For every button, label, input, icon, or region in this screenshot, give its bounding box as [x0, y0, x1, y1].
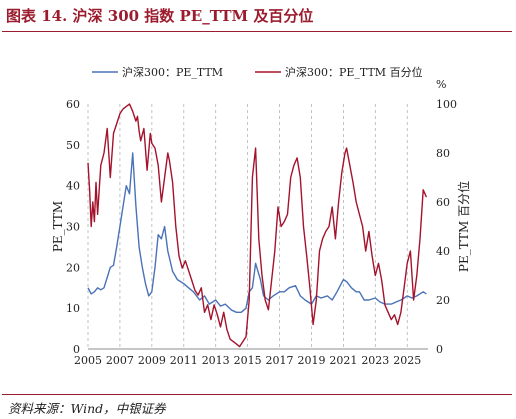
y-tick-label: 40 — [66, 180, 80, 193]
axis-layer: 2005 2007 2009 2011 2013 2015 2017 2019 2021 2023… — [51, 78, 471, 367]
y-axis-title: PE_TTM — [51, 201, 65, 252]
series-layer — [87, 103, 428, 348]
figure-title: 图表 14. 沪深 300 指数 PE_TTM 及百分位 — [6, 7, 314, 25]
pe-percentile-chart: 2005 2007 2009 2011 2013 2015 2017 2019 2021 2023… — [51, 65, 471, 367]
y-tick-label: 20 — [66, 261, 80, 274]
x-tick-label: 2005 — [74, 354, 102, 367]
legend: 沪深300：PE_TTM 沪深300：PE_TTM 百分位 — [92, 65, 423, 79]
pe-percentile-line — [87, 103, 428, 348]
x-tick-label: 2009 — [138, 354, 166, 367]
y-tick-label: 10 — [66, 302, 80, 315]
x-tick-label: 2019 — [297, 354, 325, 367]
y2-unit-label: % — [436, 78, 446, 91]
y-tick-label: 0 — [73, 343, 80, 356]
y-tick-label: 60 — [66, 98, 80, 111]
x-tick-label: 2007 — [106, 354, 134, 367]
x-tick-label: 2015 — [234, 354, 262, 367]
source-divider — [2, 394, 512, 395]
y2-tick-label: 0 — [436, 343, 443, 356]
x-tick-label: 2025 — [393, 354, 421, 367]
y-tick-label: 30 — [66, 221, 80, 234]
x-tick-label: 2017 — [266, 354, 294, 367]
y2-tick-label: 60 — [436, 196, 450, 209]
y-tick-label: 50 — [66, 139, 80, 152]
y2-axis-title: PE_TTM 百分位 — [456, 181, 471, 272]
x-tick-label: 2011 — [170, 354, 198, 367]
x-tick-label: 2023 — [361, 354, 389, 367]
pe-ttm-line — [87, 152, 427, 313]
title-divider — [2, 31, 512, 32]
y2-tick-label: 20 — [436, 294, 450, 307]
legend-label: 沪深300：PE_TTM 百分位 — [285, 65, 423, 79]
y2-tick-label: 80 — [436, 147, 450, 160]
source-note: 资料来源：Wind，中银证券 — [8, 401, 166, 416]
x-tick-label: 2013 — [202, 354, 230, 367]
x-tick-label: 2021 — [329, 354, 357, 367]
y2-tick-label: 100 — [436, 98, 457, 111]
legend-label: 沪深300：PE_TTM — [122, 65, 223, 79]
y2-tick-label: 40 — [436, 245, 450, 258]
